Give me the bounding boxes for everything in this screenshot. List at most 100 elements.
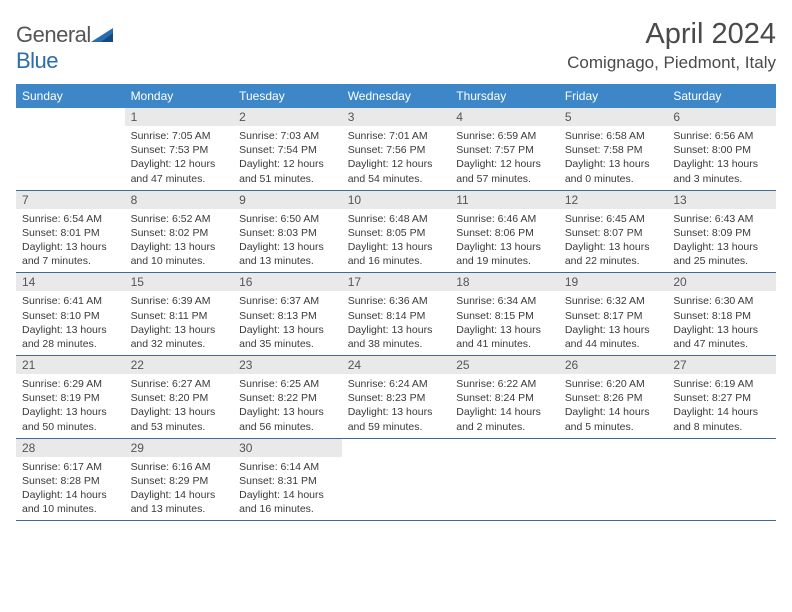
day-number: 24 [342,356,451,374]
day-number: 2 [233,108,342,126]
day-content: Sunrise: 6:17 AMSunset: 8:28 PMDaylight:… [16,457,125,521]
calendar-day-cell: 17Sunrise: 6:36 AMSunset: 8:14 PMDayligh… [342,273,451,356]
calendar-day-cell: 24Sunrise: 6:24 AMSunset: 8:23 PMDayligh… [342,356,451,439]
calendar-day-cell: 20Sunrise: 6:30 AMSunset: 8:18 PMDayligh… [667,273,776,356]
day-content: Sunrise: 6:37 AMSunset: 8:13 PMDaylight:… [233,291,342,355]
day-number: 9 [233,191,342,209]
calendar-day-cell [342,438,451,521]
day-content: Sunrise: 6:30 AMSunset: 8:18 PMDaylight:… [667,291,776,355]
day-number: 30 [233,439,342,457]
day-content: Sunrise: 6:58 AMSunset: 7:58 PMDaylight:… [559,126,668,190]
day-number: 6 [667,108,776,126]
weekday-header: Friday [559,84,668,108]
day-content: Sunrise: 6:24 AMSunset: 8:23 PMDaylight:… [342,374,451,438]
day-content: Sunrise: 6:39 AMSunset: 8:11 PMDaylight:… [125,291,234,355]
brand-name: GeneralBlue [16,22,113,74]
weekday-header: Sunday [16,84,125,108]
day-number: 16 [233,273,342,291]
calendar-day-cell [16,108,125,190]
day-number: 1 [125,108,234,126]
day-number: 17 [342,273,451,291]
weekday-header: Saturday [667,84,776,108]
day-number: 29 [125,439,234,457]
day-content: Sunrise: 6:27 AMSunset: 8:20 PMDaylight:… [125,374,234,438]
day-number: 11 [450,191,559,209]
day-content: Sunrise: 6:45 AMSunset: 8:07 PMDaylight:… [559,209,668,273]
calendar-day-cell: 11Sunrise: 6:46 AMSunset: 8:06 PMDayligh… [450,190,559,273]
calendar-day-cell: 6Sunrise: 6:56 AMSunset: 8:00 PMDaylight… [667,108,776,190]
day-content: Sunrise: 7:05 AMSunset: 7:53 PMDaylight:… [125,126,234,190]
calendar-week-row: 21Sunrise: 6:29 AMSunset: 8:19 PMDayligh… [16,356,776,439]
weekday-row: SundayMondayTuesdayWednesdayThursdayFrid… [16,84,776,108]
day-content: Sunrise: 6:59 AMSunset: 7:57 PMDaylight:… [450,126,559,190]
weekday-header: Wednesday [342,84,451,108]
brand-name-part2: Blue [16,48,58,73]
day-content: Sunrise: 6:46 AMSunset: 8:06 PMDaylight:… [450,209,559,273]
day-content: Sunrise: 6:50 AMSunset: 8:03 PMDaylight:… [233,209,342,273]
calendar-day-cell: 28Sunrise: 6:17 AMSunset: 8:28 PMDayligh… [16,438,125,521]
day-number: 5 [559,108,668,126]
day-number: 23 [233,356,342,374]
day-content: Sunrise: 6:16 AMSunset: 8:29 PMDaylight:… [125,457,234,521]
calendar-day-cell: 27Sunrise: 6:19 AMSunset: 8:27 PMDayligh… [667,356,776,439]
calendar-day-cell: 2Sunrise: 7:03 AMSunset: 7:54 PMDaylight… [233,108,342,190]
calendar-day-cell [559,438,668,521]
calendar-day-cell: 13Sunrise: 6:43 AMSunset: 8:09 PMDayligh… [667,190,776,273]
calendar-day-cell: 23Sunrise: 6:25 AMSunset: 8:22 PMDayligh… [233,356,342,439]
calendar-day-cell: 29Sunrise: 6:16 AMSunset: 8:29 PMDayligh… [125,438,234,521]
calendar-day-cell: 9Sunrise: 6:50 AMSunset: 8:03 PMDaylight… [233,190,342,273]
day-content: Sunrise: 6:14 AMSunset: 8:31 PMDaylight:… [233,457,342,521]
day-number: 28 [16,439,125,457]
day-number: 7 [16,191,125,209]
calendar-week-row: 1Sunrise: 7:05 AMSunset: 7:53 PMDaylight… [16,108,776,190]
calendar-day-cell: 3Sunrise: 7:01 AMSunset: 7:56 PMDaylight… [342,108,451,190]
day-content: Sunrise: 6:32 AMSunset: 8:17 PMDaylight:… [559,291,668,355]
calendar-day-cell: 12Sunrise: 6:45 AMSunset: 8:07 PMDayligh… [559,190,668,273]
calendar-day-cell: 10Sunrise: 6:48 AMSunset: 8:05 PMDayligh… [342,190,451,273]
day-content: Sunrise: 6:25 AMSunset: 8:22 PMDaylight:… [233,374,342,438]
calendar-day-cell: 8Sunrise: 6:52 AMSunset: 8:02 PMDaylight… [125,190,234,273]
day-content: Sunrise: 6:48 AMSunset: 8:05 PMDaylight:… [342,209,451,273]
calendar-day-cell: 30Sunrise: 6:14 AMSunset: 8:31 PMDayligh… [233,438,342,521]
day-number: 21 [16,356,125,374]
day-number: 4 [450,108,559,126]
calendar-week-row: 7Sunrise: 6:54 AMSunset: 8:01 PMDaylight… [16,190,776,273]
day-number: 20 [667,273,776,291]
calendar-day-cell: 22Sunrise: 6:27 AMSunset: 8:20 PMDayligh… [125,356,234,439]
month-title: April 2024 [567,18,776,51]
weekday-header: Thursday [450,84,559,108]
calendar-day-cell: 15Sunrise: 6:39 AMSunset: 8:11 PMDayligh… [125,273,234,356]
day-number: 10 [342,191,451,209]
day-content: Sunrise: 6:20 AMSunset: 8:26 PMDaylight:… [559,374,668,438]
location-subtitle: Comignago, Piedmont, Italy [567,53,776,73]
calendar-day-cell [667,438,776,521]
day-number: 26 [559,356,668,374]
brand-logo: GeneralBlue [16,18,113,74]
calendar-day-cell: 19Sunrise: 6:32 AMSunset: 8:17 PMDayligh… [559,273,668,356]
calendar-day-cell: 7Sunrise: 6:54 AMSunset: 8:01 PMDaylight… [16,190,125,273]
calendar-day-cell: 4Sunrise: 6:59 AMSunset: 7:57 PMDaylight… [450,108,559,190]
calendar-day-cell: 1Sunrise: 7:05 AMSunset: 7:53 PMDaylight… [125,108,234,190]
day-content: Sunrise: 6:22 AMSunset: 8:24 PMDaylight:… [450,374,559,438]
calendar-day-cell: 18Sunrise: 6:34 AMSunset: 8:15 PMDayligh… [450,273,559,356]
day-number: 19 [559,273,668,291]
day-content: Sunrise: 6:41 AMSunset: 8:10 PMDaylight:… [16,291,125,355]
day-content: Sunrise: 6:56 AMSunset: 8:00 PMDaylight:… [667,126,776,190]
calendar-head: SundayMondayTuesdayWednesdayThursdayFrid… [16,84,776,108]
calendar-day-cell: 14Sunrise: 6:41 AMSunset: 8:10 PMDayligh… [16,273,125,356]
calendar-day-cell: 26Sunrise: 6:20 AMSunset: 8:26 PMDayligh… [559,356,668,439]
calendar-day-cell: 16Sunrise: 6:37 AMSunset: 8:13 PMDayligh… [233,273,342,356]
calendar-day-cell: 21Sunrise: 6:29 AMSunset: 8:19 PMDayligh… [16,356,125,439]
day-number: 14 [16,273,125,291]
calendar-body: 1Sunrise: 7:05 AMSunset: 7:53 PMDaylight… [16,108,776,521]
day-content: Sunrise: 6:34 AMSunset: 8:15 PMDaylight:… [450,291,559,355]
day-number: 25 [450,356,559,374]
day-content: Sunrise: 6:19 AMSunset: 8:27 PMDaylight:… [667,374,776,438]
day-number: 15 [125,273,234,291]
day-content: Sunrise: 6:52 AMSunset: 8:02 PMDaylight:… [125,209,234,273]
weekday-header: Monday [125,84,234,108]
calendar-day-cell: 5Sunrise: 6:58 AMSunset: 7:58 PMDaylight… [559,108,668,190]
day-number: 3 [342,108,451,126]
day-number: 8 [125,191,234,209]
title-block: April 2024 Comignago, Piedmont, Italy [567,18,776,73]
